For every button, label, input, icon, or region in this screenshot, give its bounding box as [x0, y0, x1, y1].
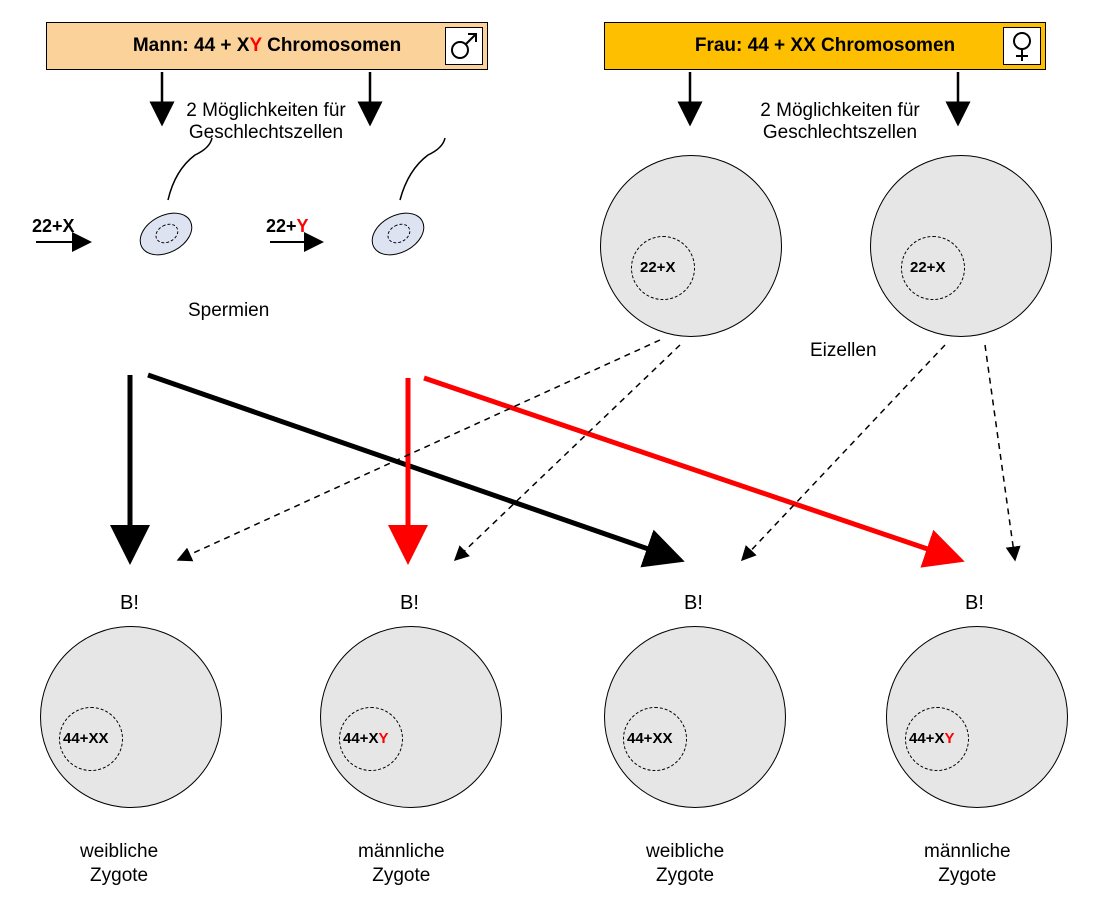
bang-2: B!: [400, 592, 419, 615]
egg-2-nucleus-text: 22+X: [910, 259, 945, 276]
zygote-2-caption: männlicheZygote: [358, 840, 445, 888]
zygote-4: 44+XY: [886, 626, 1068, 808]
female-header-text: Frau: 44 + XX Chromosomen: [695, 35, 955, 56]
zygote-1-caption: weiblicheZygote: [80, 840, 158, 888]
egg-caption: Eizellen: [810, 340, 877, 362]
male-icon: [445, 27, 483, 65]
zygote-3: 44+XX: [604, 626, 786, 808]
sperm-y: [364, 204, 431, 264]
bang-4: B!: [965, 592, 984, 615]
sperm-x: [132, 204, 199, 264]
egg-cell-1: 22+X: [600, 155, 782, 337]
egg-cell-2: 22+X: [870, 155, 1052, 337]
female-header-box: Frau: 44 + XX Chromosomen: [604, 22, 1046, 70]
zygote-4-caption: männlicheZygote: [924, 840, 1011, 888]
zygote-1: 44+XX: [40, 626, 222, 808]
male-header-text: Mann: 44 + XY Chromosomen: [133, 35, 401, 56]
zygote-3-caption: weiblicheZygote: [646, 840, 724, 888]
bang-3: B!: [684, 592, 703, 615]
female-icon: [1003, 27, 1041, 65]
sperm-x-label: 22+X: [32, 216, 75, 237]
bang-1: B!: [120, 592, 139, 615]
egg-1-nucleus-text: 22+X: [640, 259, 675, 276]
female-sublabel: 2 Möglichkeiten fürGeschlechtszellen: [740, 100, 940, 144]
male-header-box: Mann: 44 + XY Chromosomen: [46, 22, 488, 70]
sperm-caption: Spermien: [188, 300, 269, 322]
male-sublabel: 2 Möglichkeiten fürGeschlechtszellen: [166, 100, 366, 144]
zygote-2: 44+XY: [320, 626, 502, 808]
sperm-y-label: 22+Y: [266, 216, 309, 237]
